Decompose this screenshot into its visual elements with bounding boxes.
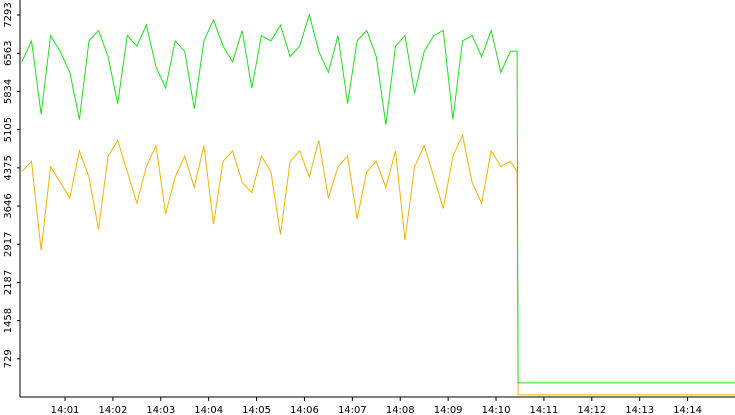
x-tick-label: 14:10 xyxy=(482,405,511,415)
x-tick-label: 14:05 xyxy=(242,405,271,415)
x-tick-label: 14:12 xyxy=(577,405,606,415)
x-tick-label: 14:11 xyxy=(530,405,559,415)
x-tick-label: 14:03 xyxy=(146,405,175,415)
y-tick-label: 7293 xyxy=(3,2,14,27)
y-tick-label: 3646 xyxy=(3,193,14,218)
x-tick-label: 14:08 xyxy=(386,405,415,415)
y-tick-label: 2917 xyxy=(3,231,14,256)
y-tick-label: 1458 xyxy=(3,308,14,333)
x-tick-label: 14:01 xyxy=(51,405,80,415)
x-tick-label: 14:04 xyxy=(194,405,223,415)
x-tick-label: 14:07 xyxy=(338,405,367,415)
y-tick-label: 4375 xyxy=(3,155,14,180)
series-line xyxy=(21,12,735,384)
series-line xyxy=(21,133,735,396)
y-tick-label: 2187 xyxy=(3,270,14,295)
y-tick-label: 5105 xyxy=(3,117,14,142)
y-tick-label: 5834 xyxy=(3,79,14,104)
x-tick-label: 14:13 xyxy=(625,405,654,415)
y-tick-label: 729 xyxy=(3,349,14,368)
x-tick-label: 14:14 xyxy=(673,405,702,415)
x-tick-label: 14:02 xyxy=(98,405,127,415)
x-tick-label: 14:09 xyxy=(434,405,463,415)
y-tick-label: 6563 xyxy=(3,41,14,66)
x-tick-label: 14:06 xyxy=(290,405,319,415)
